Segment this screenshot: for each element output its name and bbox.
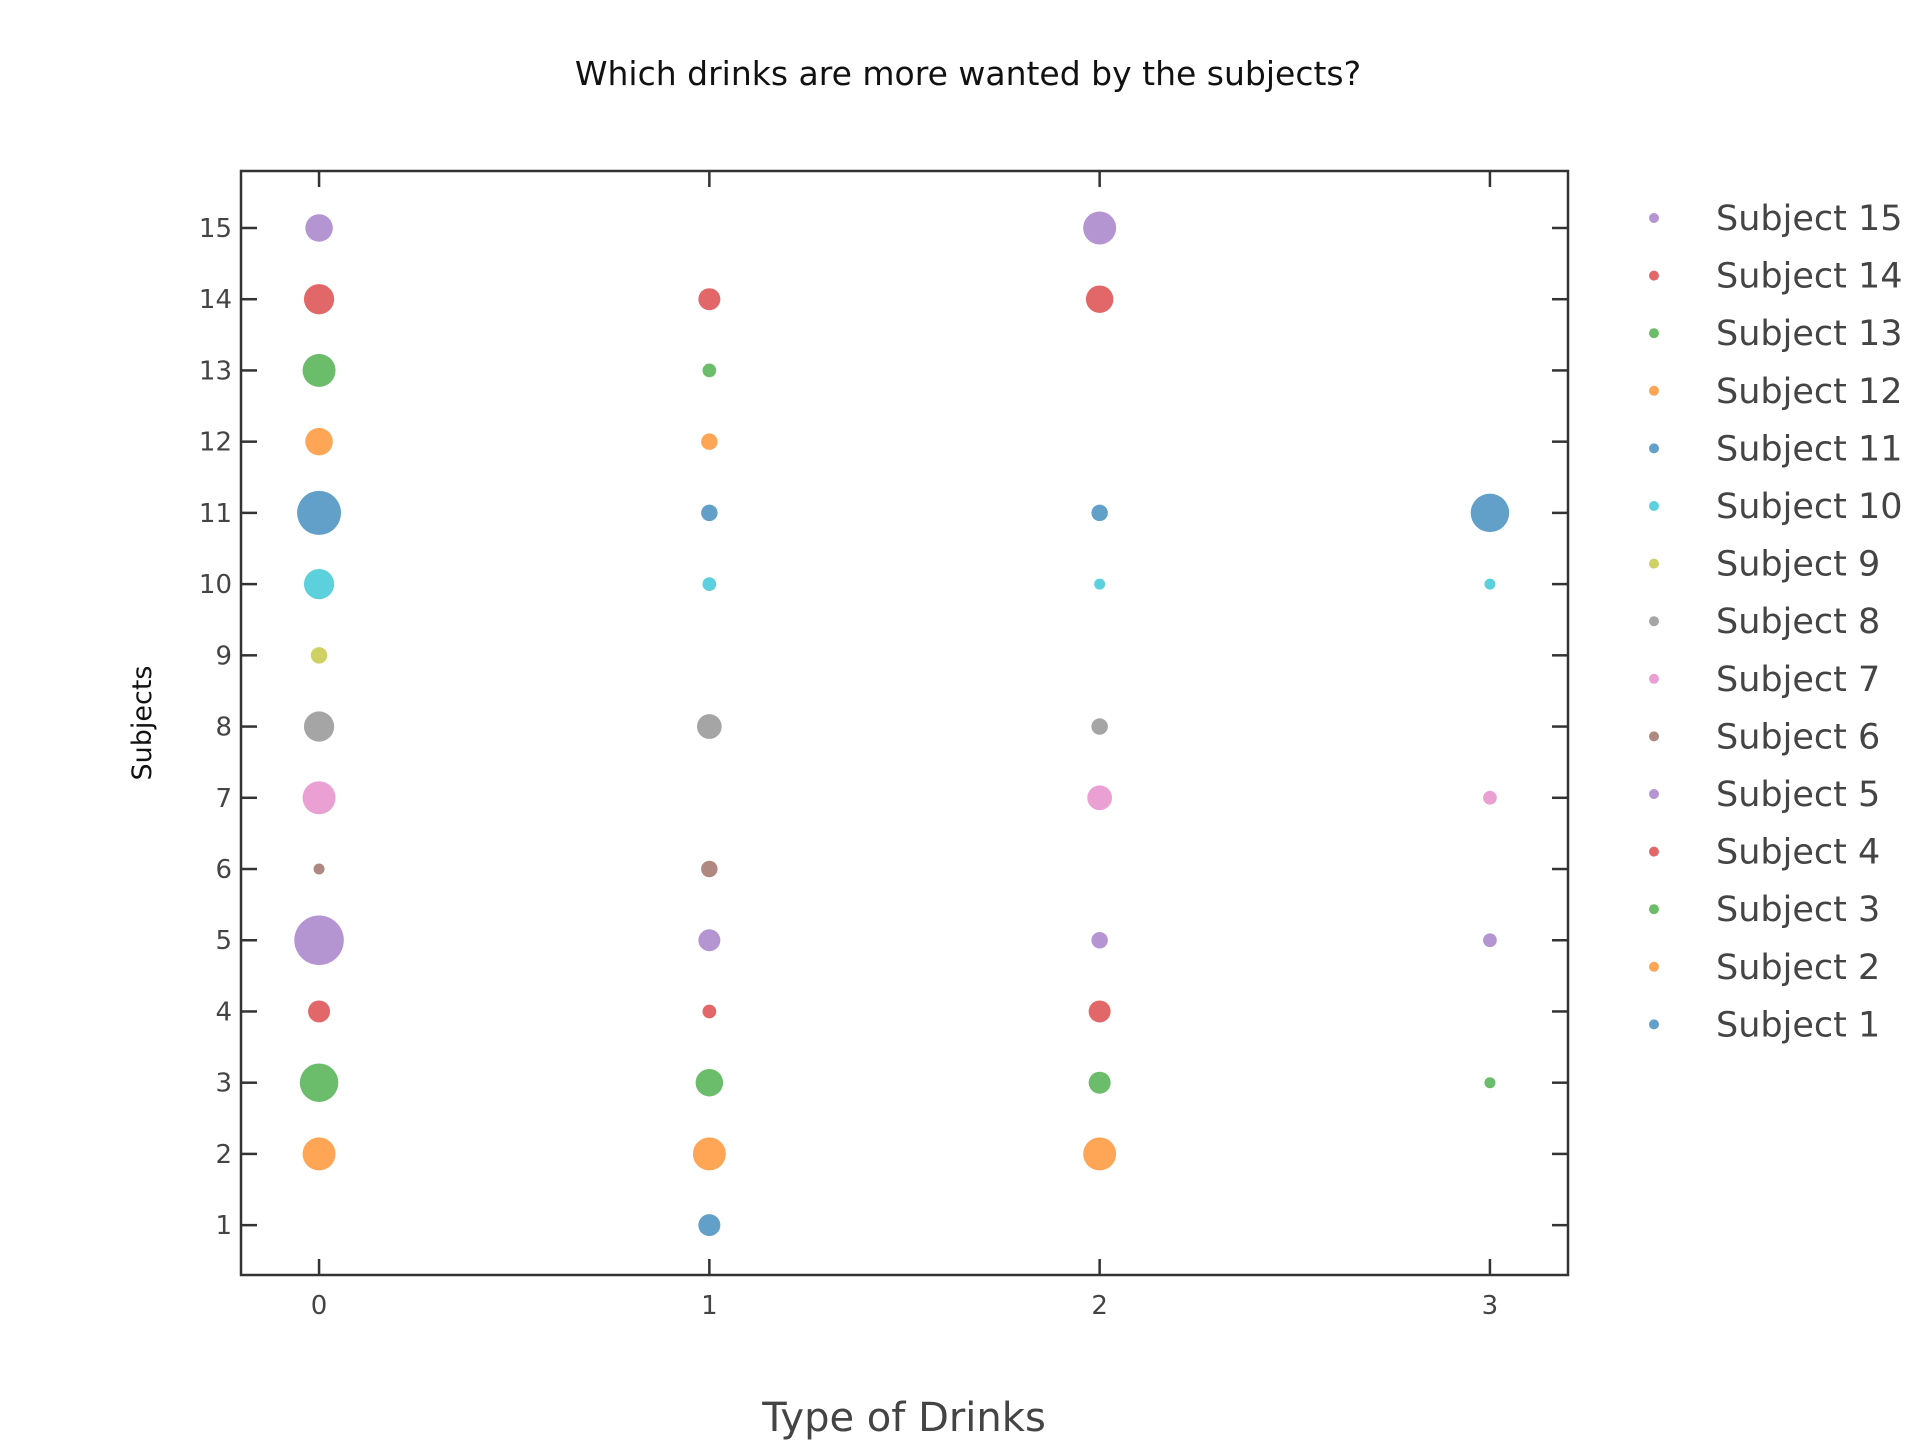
data-point bbox=[1083, 1137, 1117, 1171]
chart-title: Which drinks are more wanted by the subj… bbox=[575, 54, 1361, 93]
legend-marker bbox=[1649, 616, 1659, 627]
x-tick-label: 3 bbox=[1482, 1291, 1499, 1321]
data-point bbox=[305, 214, 333, 242]
legend-label: Subject 1 bbox=[1716, 1005, 1880, 1045]
data-points bbox=[294, 211, 1510, 1237]
legend-marker bbox=[1649, 558, 1659, 569]
data-point bbox=[701, 860, 718, 878]
x-tick-label: 2 bbox=[1091, 1291, 1108, 1321]
legend-marker bbox=[1649, 1019, 1659, 1030]
legend-label: Subject 4 bbox=[1716, 833, 1880, 873]
data-point bbox=[1470, 493, 1510, 533]
y-tick-label: 13 bbox=[199, 356, 232, 386]
data-point bbox=[1484, 1077, 1496, 1089]
y-tick-label: 8 bbox=[215, 713, 232, 743]
legend-marker bbox=[1649, 846, 1659, 857]
data-point bbox=[302, 353, 336, 387]
y-tick-label: 3 bbox=[215, 1069, 232, 1099]
y-tick-label: 11 bbox=[199, 499, 232, 529]
legend-label: Subject 10 bbox=[1716, 487, 1903, 527]
legend: Subject 15 Subject 14 Subject 13 Subject 12… bbox=[1649, 199, 1903, 1045]
data-point bbox=[702, 577, 717, 591]
y-tick-label: 7 bbox=[215, 784, 232, 814]
data-point bbox=[297, 490, 342, 535]
legend-marker bbox=[1649, 673, 1659, 684]
data-point bbox=[1484, 578, 1496, 590]
data-point bbox=[1085, 285, 1114, 313]
data-point bbox=[1091, 931, 1108, 949]
data-point bbox=[698, 1214, 721, 1237]
data-point bbox=[308, 1000, 331, 1023]
data-point bbox=[698, 929, 721, 952]
legend-marker bbox=[1649, 385, 1659, 396]
legend-label: Subject 13 bbox=[1716, 314, 1903, 354]
data-point bbox=[702, 1004, 717, 1019]
data-point bbox=[702, 363, 717, 378]
legend-marker bbox=[1649, 904, 1659, 915]
legend-label: Subject 12 bbox=[1716, 372, 1903, 412]
data-point bbox=[692, 1137, 726, 1171]
data-point bbox=[695, 1068, 724, 1097]
legend-marker bbox=[1649, 443, 1659, 454]
plot-frame bbox=[239, 169, 1570, 1277]
legend-label: Subject 3 bbox=[1716, 890, 1880, 930]
data-point bbox=[303, 711, 335, 742]
legend-marker bbox=[1649, 328, 1659, 339]
y-tick-label: 15 bbox=[199, 214, 232, 244]
y-tick-label: 9 bbox=[215, 641, 232, 671]
x-axis-label: Type of Drinks bbox=[761, 1395, 1046, 1440]
legend-marker bbox=[1649, 961, 1659, 972]
legend-label: Subject 8 bbox=[1716, 602, 1880, 642]
legend-label: Subject 14 bbox=[1716, 257, 1903, 297]
y-tick-label: 5 bbox=[215, 926, 232, 956]
data-point bbox=[302, 1137, 336, 1171]
y-tick-label: 14 bbox=[199, 285, 232, 315]
y-tick-label: 10 bbox=[199, 570, 232, 600]
data-point bbox=[303, 568, 335, 600]
data-point bbox=[302, 781, 336, 815]
legend-marker bbox=[1649, 501, 1659, 511]
data-point bbox=[303, 284, 335, 315]
y-tick-label: 2 bbox=[215, 1140, 232, 1170]
data-point bbox=[299, 1063, 339, 1102]
x-tick-label: 0 bbox=[311, 1291, 328, 1321]
data-point bbox=[1091, 504, 1108, 522]
data-point bbox=[1483, 933, 1497, 948]
data-point bbox=[701, 433, 718, 450]
data-point bbox=[310, 647, 328, 664]
data-point bbox=[698, 288, 721, 311]
legend-marker bbox=[1649, 270, 1659, 281]
legend-label: Subject 5 bbox=[1716, 775, 1880, 815]
data-point bbox=[313, 863, 325, 875]
legend-label: Subject 9 bbox=[1716, 545, 1880, 585]
legend-label: Subject 15 bbox=[1716, 199, 1903, 239]
data-point bbox=[1088, 1071, 1111, 1094]
legend-marker bbox=[1649, 213, 1659, 223]
legend-label: Subject 6 bbox=[1716, 717, 1880, 757]
data-point bbox=[701, 504, 718, 522]
legend-label: Subject 2 bbox=[1716, 948, 1880, 988]
legend-label: Subject 7 bbox=[1716, 660, 1880, 700]
data-point bbox=[1083, 211, 1117, 245]
y-tick-label: 1 bbox=[215, 1211, 232, 1241]
data-point bbox=[1483, 790, 1497, 805]
y-axis-label: Subjects bbox=[127, 665, 158, 780]
data-point bbox=[305, 427, 333, 456]
legend-label: Subject 11 bbox=[1716, 429, 1903, 469]
y-tick-label: 4 bbox=[215, 997, 232, 1027]
y-tick-label: 6 bbox=[215, 855, 232, 885]
legend-marker bbox=[1649, 789, 1659, 799]
y-tick-label: 12 bbox=[199, 428, 232, 458]
data-point bbox=[1087, 785, 1113, 811]
data-point bbox=[294, 915, 344, 965]
data-point bbox=[1088, 1000, 1111, 1023]
data-point bbox=[1094, 578, 1106, 590]
legend-marker bbox=[1649, 731, 1659, 742]
x-tick-label: 1 bbox=[701, 1291, 718, 1321]
data-point bbox=[1091, 718, 1108, 735]
data-point bbox=[696, 714, 722, 739]
